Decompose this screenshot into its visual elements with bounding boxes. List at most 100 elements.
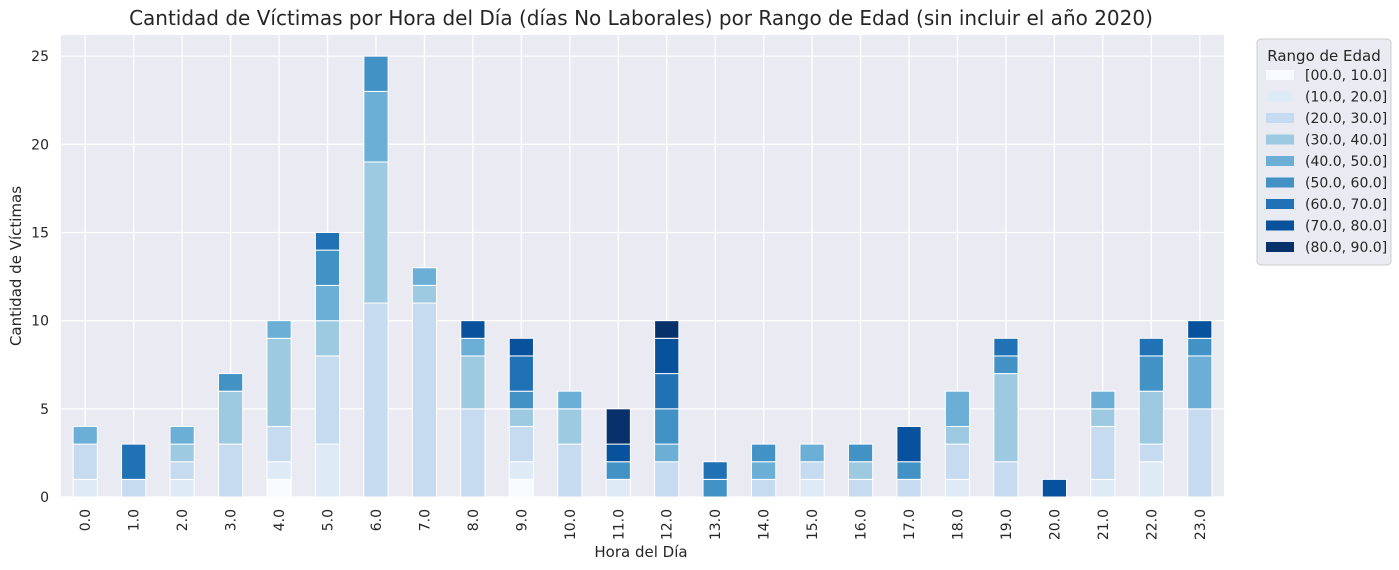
bar-segment — [557, 443, 583, 498]
legend-label: (60.0, 70.0] — [1305, 197, 1387, 213]
bar-segment — [363, 55, 389, 92]
bars — [72, 55, 1213, 498]
x-tick-label: 3.0 — [224, 509, 240, 531]
legend: Rango de Edad [00.0, 10.0] (10.0, 20.0] (2… — [1256, 38, 1392, 266]
legend-label: (70.0, 80.0] — [1305, 219, 1387, 235]
bar-segment — [993, 337, 1019, 357]
legend-label: (20.0, 30.0] — [1305, 111, 1387, 127]
bar-segment — [72, 443, 98, 480]
y-tick-label: 5 — [40, 402, 49, 418]
bar-segment — [993, 355, 1019, 375]
legend-swatch — [1266, 220, 1294, 231]
legend-label: [00.0, 10.0] — [1305, 68, 1387, 84]
bar-segment — [944, 478, 971, 498]
legend-label: (80.0, 90.0] — [1305, 240, 1387, 256]
legend-swatch — [1266, 242, 1294, 252]
bar-segment — [1187, 408, 1213, 498]
bar-segment — [508, 408, 534, 427]
legend-swatch — [1266, 113, 1294, 123]
bar-segment — [1090, 425, 1116, 480]
bar-segment — [314, 320, 341, 357]
bar-segment — [896, 461, 922, 480]
x-tick-label: 18.0 — [950, 509, 966, 540]
x-tick-label: 8.0 — [466, 509, 482, 531]
bar-segment — [702, 478, 728, 498]
x-tick-label: 0.0 — [78, 509, 94, 531]
bar-segment — [169, 443, 195, 463]
bar-segment — [508, 355, 534, 392]
bar-segment — [799, 478, 825, 498]
bar-segment — [169, 461, 195, 480]
bar-segment — [314, 355, 341, 445]
bar-segment — [460, 320, 486, 339]
legend-title: Rango de Edad — [1267, 47, 1381, 65]
bar-segment — [314, 231, 341, 251]
x-tick-label: 20.0 — [1047, 509, 1063, 540]
bar-segment — [266, 337, 292, 427]
bar-segment — [751, 478, 777, 498]
bar-segment — [944, 425, 971, 445]
bar-segment — [751, 461, 777, 480]
y-tick-label: 10 — [31, 314, 49, 330]
bar-segment — [1138, 390, 1164, 445]
x-axis-label: Hora del Día — [594, 543, 687, 561]
x-tick-label: 1.0 — [127, 509, 143, 531]
bar-segment — [217, 443, 244, 498]
x-tick-label: 23.0 — [1193, 509, 1209, 540]
bar-segment — [1187, 355, 1213, 410]
bar-segment — [654, 461, 680, 498]
bar-segment — [1041, 478, 1068, 498]
x-tick-label: 4.0 — [272, 509, 288, 531]
y-tick-label: 15 — [31, 225, 49, 241]
legend-swatch — [1266, 70, 1294, 80]
legend-label: (50.0, 60.0] — [1305, 176, 1387, 192]
bar-segment — [654, 373, 680, 410]
x-tick-label: 6.0 — [369, 509, 385, 531]
bar-segment — [1187, 337, 1213, 357]
bar-segment — [72, 425, 98, 445]
bar-segment — [1187, 320, 1213, 339]
bar-segment — [508, 461, 534, 480]
bar-segment — [654, 408, 680, 445]
bar-segment — [460, 355, 486, 410]
x-tick-label: 11.0 — [611, 509, 627, 540]
bar-segment — [847, 461, 874, 480]
bar-segment — [121, 478, 147, 498]
x-tick-label: 13.0 — [708, 509, 724, 540]
bar-segment — [1090, 408, 1116, 427]
legend-swatch — [1266, 91, 1294, 102]
legend-items: [00.0, 10.0] (10.0, 20.0] (20.0, 30.0] (30.… — [1266, 68, 1387, 256]
bar-segment — [605, 478, 631, 498]
bar-segment — [411, 267, 438, 286]
bar-segment — [557, 390, 583, 410]
bar-segment — [314, 284, 341, 322]
bar-segment — [1090, 390, 1116, 410]
legend-label: (10.0, 20.0] — [1305, 90, 1387, 106]
bar-segment — [1090, 478, 1116, 498]
bar-segment — [993, 461, 1019, 498]
bar-segment — [460, 337, 486, 357]
x-tick-label: 15.0 — [805, 509, 821, 540]
legend-swatch — [1266, 156, 1294, 166]
x-tick-label: 21.0 — [1096, 509, 1112, 540]
bar-segment — [944, 443, 971, 480]
y-tick-label: 20 — [31, 137, 49, 153]
x-tick-label: 10.0 — [563, 509, 579, 540]
legend-swatch — [1266, 199, 1294, 209]
y-tick-label: 0 — [40, 490, 49, 506]
bar-segment — [217, 390, 244, 445]
bar-segment — [169, 478, 195, 498]
chart-title: Cantidad de Víctimas por Hora del Día (d… — [129, 6, 1153, 30]
bar-segment — [508, 478, 534, 498]
bar-segment — [72, 478, 98, 498]
bar-segment — [411, 302, 438, 498]
x-tick-label: 22.0 — [1144, 509, 1160, 540]
bar-segment — [605, 408, 631, 445]
bar-segment — [605, 443, 631, 463]
legend-swatch — [1266, 134, 1294, 145]
bar-segment — [896, 425, 922, 463]
bar-segment — [460, 408, 486, 498]
bar-segment — [993, 373, 1019, 463]
bar-segment — [847, 478, 874, 498]
bar-segment — [605, 461, 631, 480]
